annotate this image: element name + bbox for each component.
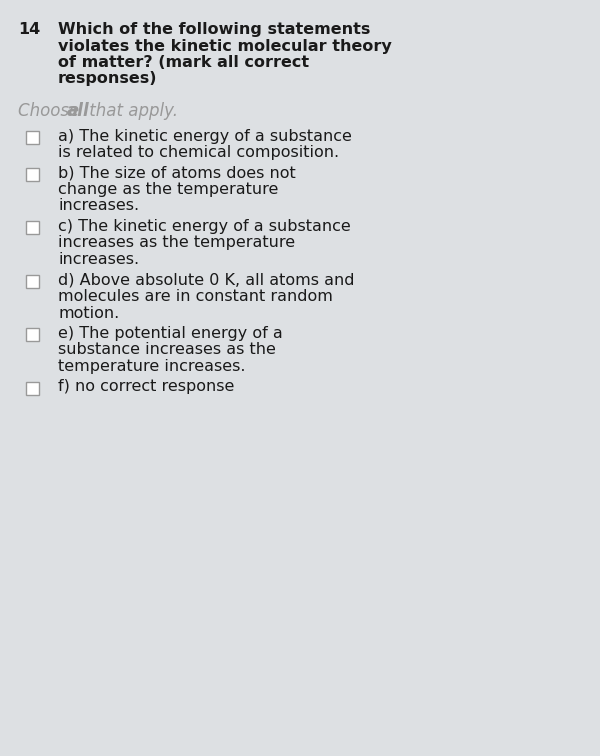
Text: responses): responses) [58, 72, 157, 86]
Text: b) The size of atoms does not: b) The size of atoms does not [58, 166, 296, 181]
FancyBboxPatch shape [25, 168, 38, 181]
Text: of matter? (mark all correct: of matter? (mark all correct [58, 55, 309, 70]
Text: change as the temperature: change as the temperature [58, 182, 278, 197]
Text: 14: 14 [18, 22, 40, 37]
FancyBboxPatch shape [25, 275, 38, 288]
Text: Which of the following statements: Which of the following statements [58, 22, 370, 37]
Text: substance increases as the: substance increases as the [58, 342, 276, 358]
Text: all: all [67, 102, 90, 120]
Text: temperature increases.: temperature increases. [58, 359, 245, 374]
Text: violates the kinetic molecular theory: violates the kinetic molecular theory [58, 39, 392, 54]
Text: that apply.: that apply. [84, 102, 178, 120]
Text: is related to chemical composition.: is related to chemical composition. [58, 145, 339, 160]
Text: c) The kinetic energy of a substance: c) The kinetic energy of a substance [58, 219, 351, 234]
FancyBboxPatch shape [25, 382, 38, 395]
Text: increases.: increases. [58, 252, 139, 267]
Text: increases as the temperature: increases as the temperature [58, 236, 295, 250]
Text: increases.: increases. [58, 199, 139, 213]
FancyBboxPatch shape [25, 328, 38, 342]
Text: f) no correct response: f) no correct response [58, 380, 235, 395]
Text: e) The potential energy of a: e) The potential energy of a [58, 326, 283, 341]
Text: molecules are in constant random: molecules are in constant random [58, 289, 333, 304]
Text: motion.: motion. [58, 305, 119, 321]
FancyBboxPatch shape [25, 222, 38, 234]
Text: a) The kinetic energy of a substance: a) The kinetic energy of a substance [58, 129, 352, 144]
Text: d) Above absolute 0 K, all atoms and: d) Above absolute 0 K, all atoms and [58, 272, 355, 287]
Text: Choose: Choose [18, 102, 85, 120]
FancyBboxPatch shape [25, 131, 38, 144]
